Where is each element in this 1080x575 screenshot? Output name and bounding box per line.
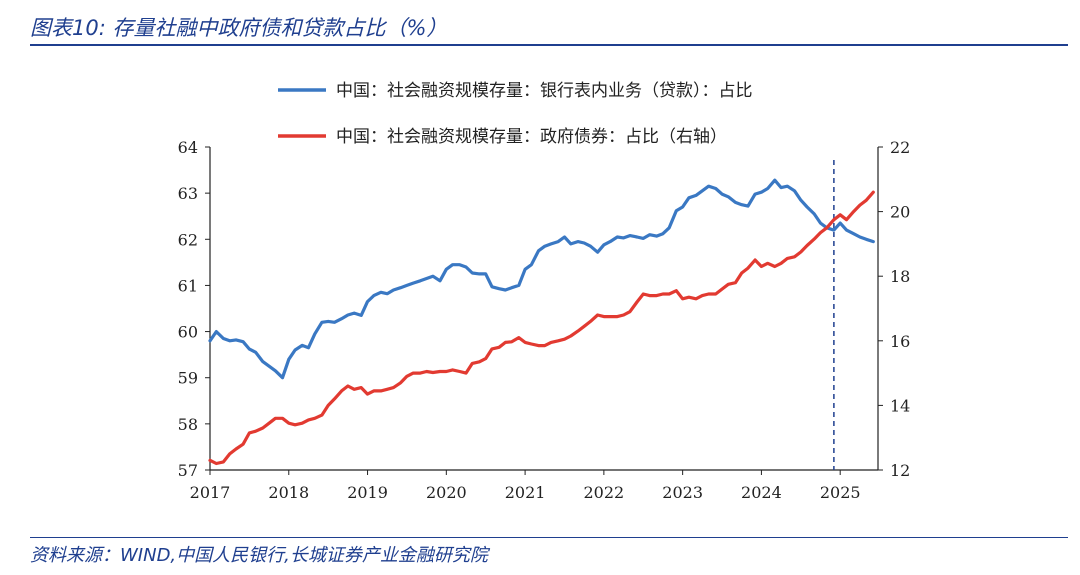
title-rule <box>30 44 1068 46</box>
left-tick-label: 63 <box>178 184 198 203</box>
x-tick-label: 2021 <box>505 483 546 502</box>
x-tick-label: 2024 <box>741 483 782 502</box>
legend-label-govbonds: 中国：社会融资规模存量：政府债券：占比（右轴） <box>336 127 727 147</box>
x-tick-label: 2022 <box>584 483 625 502</box>
legend-label-loans: 中国：社会融资规模存量：银行表内业务（贷款）：占比 <box>336 81 753 101</box>
right-tick-label: 22 <box>890 138 910 157</box>
left-tick-label: 64 <box>178 138 198 157</box>
right-tick-label: 20 <box>890 203 910 222</box>
x-tick-label: 2025 <box>820 483 861 502</box>
left-tick-label: 57 <box>178 461 198 480</box>
left-tick-label: 58 <box>178 415 198 434</box>
x-tick-label: 2018 <box>268 483 309 502</box>
right-tick-label: 14 <box>890 396 910 415</box>
source-rule <box>30 537 1068 538</box>
series-line-loans <box>208 178 875 380</box>
source-note: 资料来源：WIND,中国人民银行,长城证券产业金融研究院 <box>30 545 488 566</box>
right-tick-label: 12 <box>890 461 910 480</box>
right-tick-label: 18 <box>890 267 910 286</box>
left-tick-label: 59 <box>178 369 198 388</box>
figure-title: 图表10: 存量社融中政府债和贷款占比（%） <box>30 16 448 40</box>
left-tick-label: 62 <box>178 230 198 249</box>
left-tick-label: 60 <box>178 323 198 342</box>
x-tick-label: 2017 <box>190 483 231 502</box>
x-tick-label: 2020 <box>426 483 467 502</box>
left-tick-label: 61 <box>178 276 198 295</box>
right-tick-label: 16 <box>890 332 910 351</box>
series-line-govbonds <box>208 190 875 466</box>
x-tick-label: 2023 <box>662 483 703 502</box>
x-tick-label: 2019 <box>347 483 388 502</box>
